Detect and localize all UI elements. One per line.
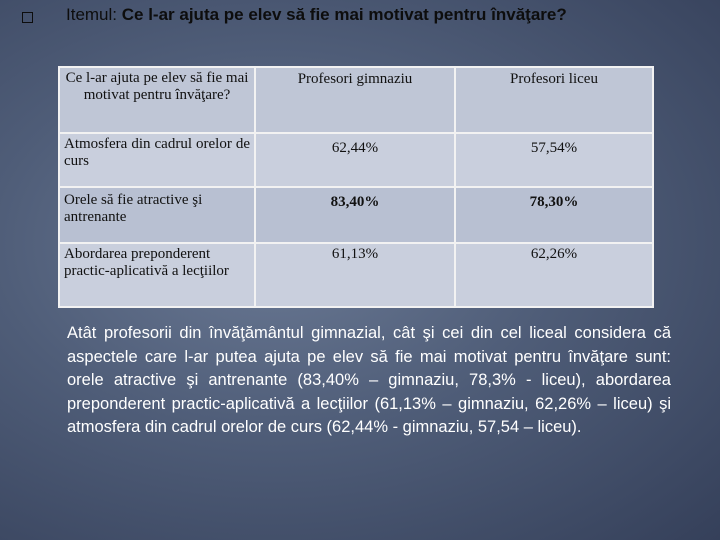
row-gimnaziu-value: 61,13% xyxy=(254,242,456,308)
row-criterion: Orele să fie atractive şi antrenante xyxy=(58,186,256,244)
row-liceu-value: 78,30% xyxy=(454,186,654,244)
table-row: Abordarea preponderent practic-aplicativ… xyxy=(58,242,654,308)
heading-question: Ce l-ar ajuta pe elev să fie mai motivat… xyxy=(121,5,567,24)
row-liceu-value: 62,26% xyxy=(454,242,654,308)
header-liceu: Profesori liceu xyxy=(454,66,654,134)
table-row: Atmosfera din cadrul orelor de curs 62,4… xyxy=(58,132,654,188)
row-gimnaziu-value: 62,44% xyxy=(254,132,456,188)
row-criterion: Abordarea preponderent practic-aplicativ… xyxy=(58,242,256,308)
header-gimnaziu: Profesori gimnaziu xyxy=(254,66,456,134)
row-liceu-value: 57,54% xyxy=(454,132,654,188)
table-row: Orele să fie atractive şi antrenante 83,… xyxy=(58,186,654,244)
slide-heading: Itemul: Ce l-ar ajuta pe elev să fie mai… xyxy=(66,5,567,25)
heading-prefix: Itemul: xyxy=(66,5,122,24)
row-gimnaziu-value: 83,40% xyxy=(254,186,456,244)
row-criterion: Atmosfera din cadrul orelor de curs xyxy=(58,132,256,188)
table-header-row: Ce l-ar ajuta pe elev să fie mai motivat… xyxy=(58,66,654,134)
results-table: Ce l-ar ajuta pe elev să fie mai motivat… xyxy=(58,66,654,308)
summary-paragraph: Atât profesorii din învăţământul gimnazi… xyxy=(67,324,671,436)
header-question: Ce l-ar ajuta pe elev să fie mai motivat… xyxy=(58,66,256,134)
bullet-square-icon xyxy=(22,12,33,23)
